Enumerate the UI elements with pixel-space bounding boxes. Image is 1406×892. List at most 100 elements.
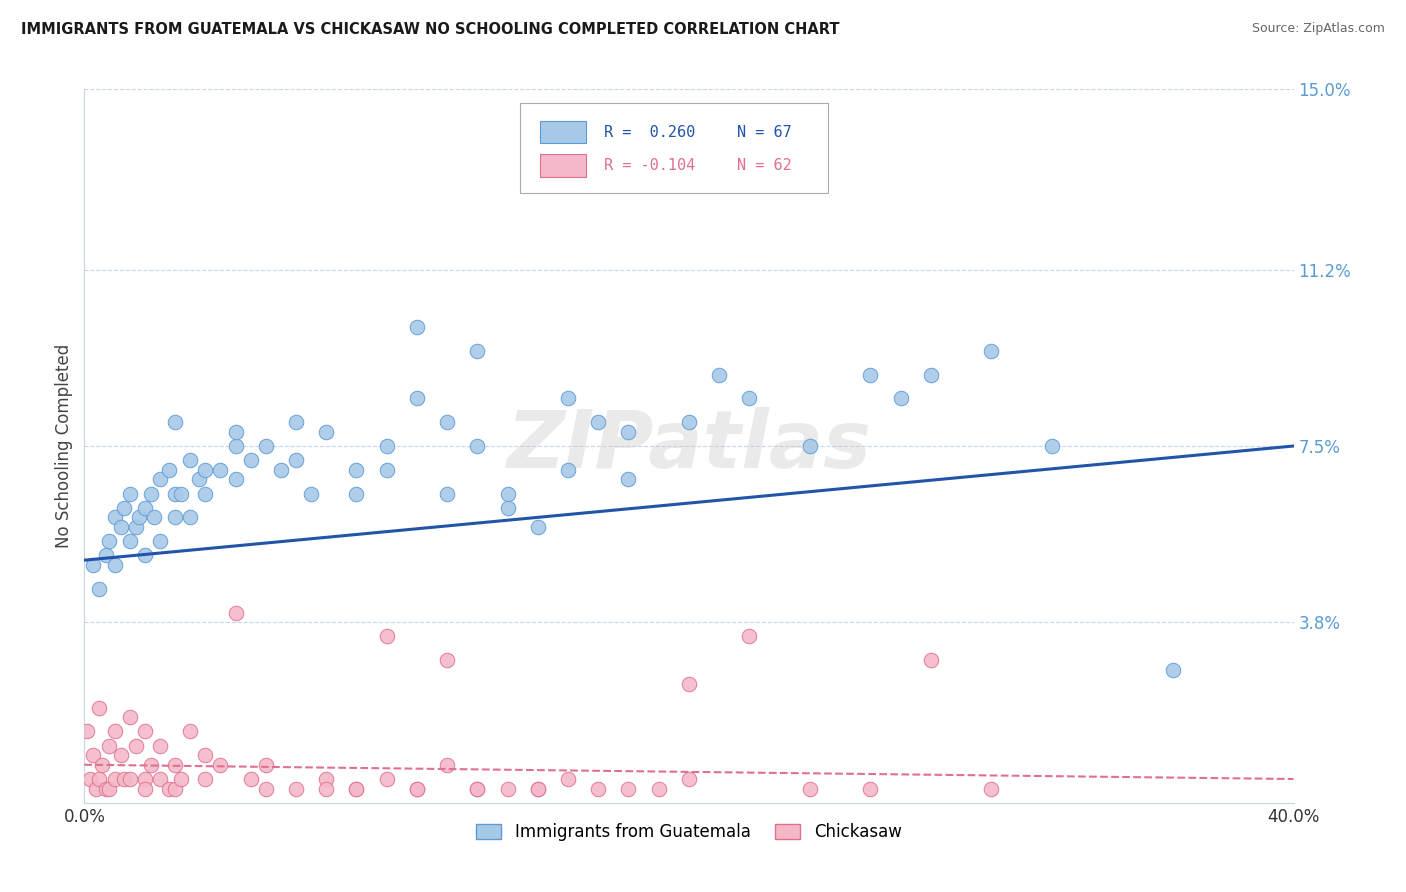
Point [346, 486, 368, 500]
Point [134, 781, 156, 796]
Point [91, 757, 114, 772]
Text: Source: ZipAtlas.com: Source: ZipAtlas.com [1251, 22, 1385, 36]
Point [557, 392, 579, 406]
Point [149, 534, 172, 549]
Point [139, 757, 162, 772]
Point [125, 739, 148, 753]
Point [170, 772, 193, 786]
Point [648, 781, 671, 796]
Point [617, 472, 640, 486]
Point [406, 781, 429, 796]
Point [165, 510, 187, 524]
Y-axis label: No Schooling Completed: No Schooling Completed [55, 344, 73, 548]
Text: N = 62: N = 62 [737, 158, 792, 173]
Text: ZIPatlas: ZIPatlas [506, 407, 872, 485]
Point [139, 486, 162, 500]
Point [134, 724, 156, 739]
Point [125, 520, 148, 534]
Point [1040, 439, 1063, 453]
Point [375, 772, 398, 786]
Point [239, 772, 262, 786]
Point [165, 757, 187, 772]
Point [375, 463, 398, 477]
Point [315, 425, 337, 439]
Point [225, 472, 247, 486]
Point [239, 453, 262, 467]
Point [1161, 663, 1184, 677]
Point [496, 781, 519, 796]
Point [89, 582, 111, 596]
Point [104, 772, 127, 786]
Point [254, 439, 277, 453]
Point [157, 463, 180, 477]
Legend: Immigrants from Guatemala, Chickasaw: Immigrants from Guatemala, Chickasaw [470, 817, 908, 848]
Point [346, 463, 368, 477]
Point [79, 772, 101, 786]
Point [285, 453, 308, 467]
Point [299, 486, 322, 500]
Point [557, 772, 579, 786]
Point [149, 772, 172, 786]
Point [346, 781, 368, 796]
Point [118, 534, 141, 549]
Point [134, 549, 156, 563]
Point [94, 781, 117, 796]
Point [738, 629, 761, 643]
Point [315, 772, 337, 786]
Point [97, 739, 120, 753]
Point [104, 558, 127, 572]
Point [406, 320, 429, 334]
Point [678, 677, 700, 691]
Point [165, 486, 187, 500]
Point [496, 486, 519, 500]
Point [436, 486, 458, 500]
Point [859, 368, 882, 382]
Point [118, 486, 141, 500]
Point [709, 368, 731, 382]
Point [179, 724, 201, 739]
Point [225, 606, 247, 620]
Point [557, 463, 579, 477]
FancyBboxPatch shape [520, 103, 828, 193]
Point [799, 439, 821, 453]
Point [188, 472, 211, 486]
Point [225, 439, 247, 453]
Point [467, 343, 489, 358]
FancyBboxPatch shape [540, 120, 586, 144]
Point [97, 781, 120, 796]
Point [110, 748, 132, 763]
Point [346, 781, 368, 796]
Point [285, 781, 308, 796]
Point [134, 772, 156, 786]
Point [738, 392, 761, 406]
Point [617, 781, 640, 796]
Point [104, 724, 127, 739]
Point [617, 425, 640, 439]
Point [588, 781, 610, 796]
Point [406, 392, 429, 406]
Point [104, 510, 127, 524]
Point [110, 520, 132, 534]
Point [799, 781, 821, 796]
Point [76, 724, 98, 739]
Point [112, 772, 135, 786]
Point [436, 757, 458, 772]
Point [285, 415, 308, 429]
Point [194, 486, 217, 500]
Text: IMMIGRANTS FROM GUATEMALA VS CHICKASAW NO SCHOOLING COMPLETED CORRELATION CHART: IMMIGRANTS FROM GUATEMALA VS CHICKASAW N… [21, 22, 839, 37]
Point [225, 425, 247, 439]
Point [678, 772, 700, 786]
Point [920, 653, 942, 667]
Point [89, 700, 111, 714]
Point [527, 781, 550, 796]
Point [194, 748, 217, 763]
Point [254, 757, 277, 772]
Point [170, 486, 193, 500]
Point [209, 463, 232, 477]
Point [436, 415, 458, 429]
Point [980, 781, 1002, 796]
Point [179, 453, 201, 467]
Point [209, 757, 232, 772]
Point [149, 472, 172, 486]
Point [315, 781, 337, 796]
